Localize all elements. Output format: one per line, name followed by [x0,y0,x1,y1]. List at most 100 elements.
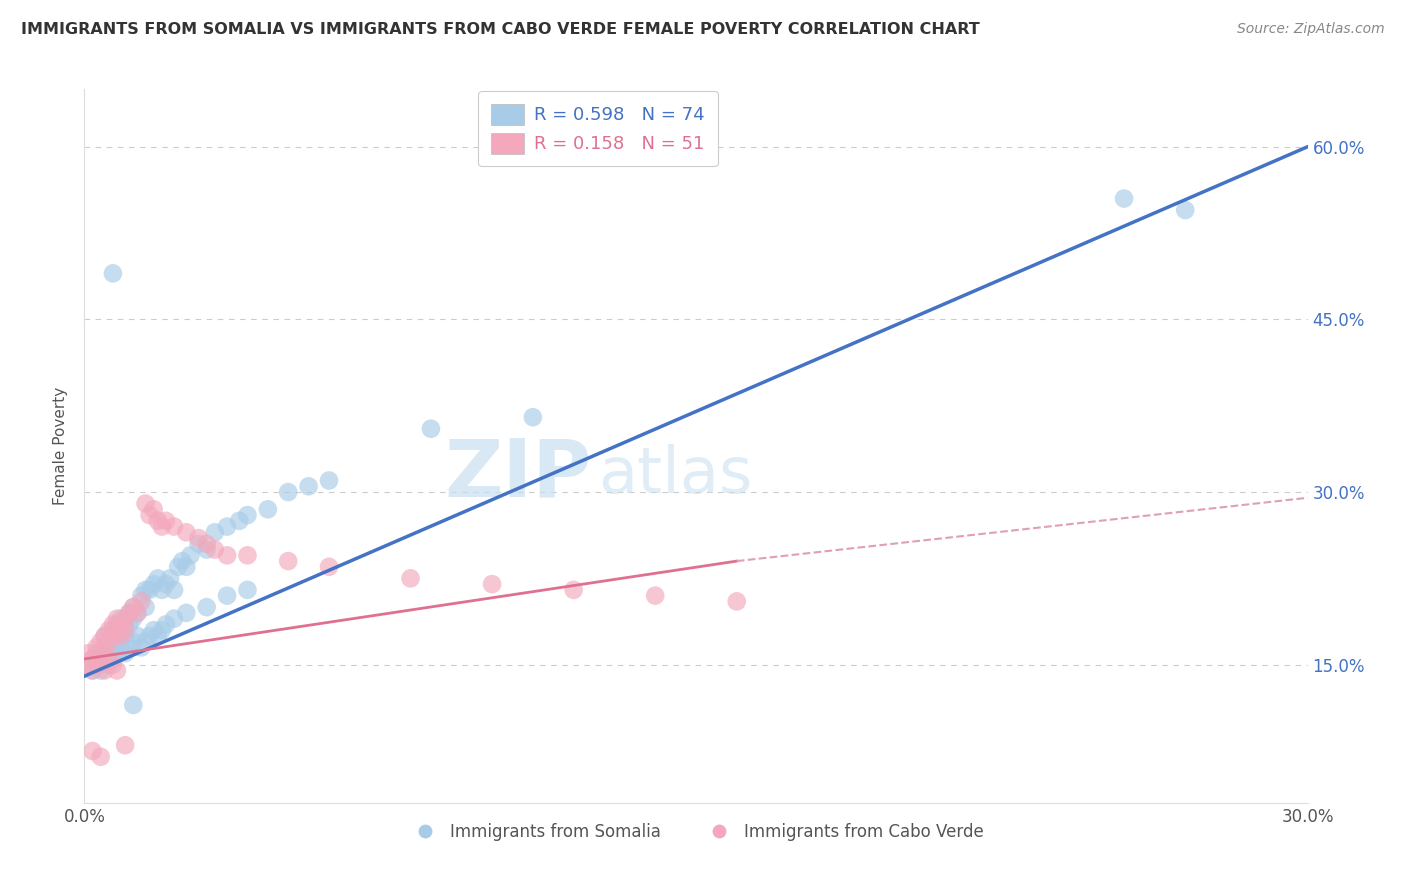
Point [155,617,177,632]
Point [481,577,503,591]
Point [195,537,218,551]
Text: ZIP: ZIP [444,435,592,514]
Point [150,519,173,533]
Point [114,646,136,660]
Point [93,640,115,655]
Point [105,629,128,643]
Point [1114,192,1136,206]
Point [204,525,226,540]
Point [187,537,209,551]
Point [228,514,250,528]
Point [101,652,124,666]
Point [114,617,136,632]
Point [277,554,299,568]
Point [101,640,124,655]
Point [105,617,128,632]
Point [97,634,120,648]
Point [127,606,149,620]
Point [114,612,136,626]
Point [138,582,160,597]
Point [86,652,108,666]
Point [204,542,226,557]
Point [122,600,145,615]
Point [86,640,108,655]
Point [93,640,115,655]
Point [298,479,321,493]
Point [257,502,280,516]
Point [77,657,100,672]
Legend: Immigrants from Somalia, Immigrants from Cabo Verde: Immigrants from Somalia, Immigrants from… [402,817,990,848]
Point [725,594,748,608]
Point [163,582,186,597]
Point [142,502,165,516]
Point [420,422,443,436]
Y-axis label: Female Poverty: Female Poverty [53,387,69,505]
Text: Source: ZipAtlas.com: Source: ZipAtlas.com [1237,22,1385,37]
Point [118,617,141,632]
Point [97,623,120,637]
Point [174,559,197,574]
Point [522,410,544,425]
Point [82,744,104,758]
Point [318,559,340,574]
Point [86,657,108,672]
Point [105,612,128,626]
Point [114,738,136,752]
Point [1174,202,1197,217]
Point [159,571,181,585]
Point [101,623,124,637]
Point [127,629,149,643]
Point [101,629,124,643]
Point [138,508,160,522]
Point [135,497,157,511]
Point [110,617,132,632]
Point [127,606,149,620]
Point [97,657,120,672]
Point [399,571,422,585]
Point [90,749,112,764]
Point [90,652,112,666]
Point [236,582,259,597]
Point [105,664,128,678]
Point [101,617,124,632]
Point [217,549,239,563]
Point [82,664,104,678]
Text: atlas: atlas [598,443,752,506]
Point [135,582,157,597]
Point [122,698,145,712]
Point [118,640,141,655]
Point [150,623,173,637]
Point [90,634,112,648]
Point [163,612,186,626]
Point [146,571,169,585]
Point [135,634,157,648]
Point [236,508,259,522]
Point [93,664,115,678]
Point [105,623,128,637]
Point [77,646,100,660]
Point [187,531,209,545]
Point [195,542,218,557]
Point [122,634,145,648]
Point [90,664,112,678]
Point [174,606,197,620]
Point [118,606,141,620]
Point [122,612,145,626]
Point [131,640,153,655]
Point [236,549,259,563]
Point [179,549,201,563]
Point [318,474,340,488]
Point [135,600,157,615]
Point [217,589,239,603]
Point [82,652,104,666]
Point [146,629,169,643]
Point [277,485,299,500]
Point [110,623,132,637]
Point [172,554,194,568]
Point [114,623,136,637]
Point [138,629,160,643]
Point [150,582,173,597]
Point [644,589,666,603]
Point [93,629,115,643]
Point [195,600,218,615]
